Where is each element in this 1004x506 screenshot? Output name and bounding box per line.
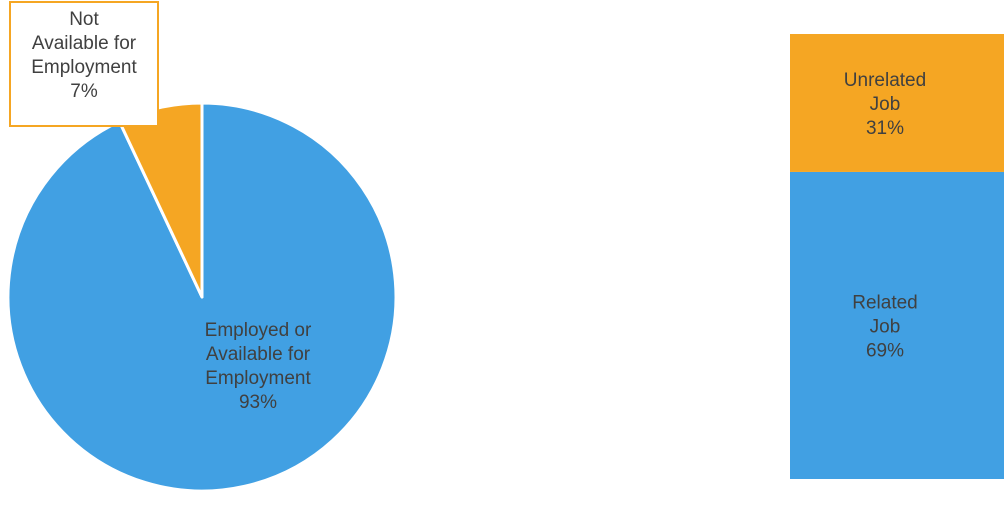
- callout-box: [9, 1, 159, 127]
- pie-label-not-available-line: Not: [69, 9, 99, 30]
- bar-label-unrelated-job-line: 31%: [866, 118, 904, 139]
- bar-label-related-job: Related Job 69%: [852, 292, 918, 361]
- bar-label-unrelated-job-line: Job: [870, 94, 901, 115]
- pie-label-not-available: Not Available for Employment 7%: [31, 9, 137, 102]
- pie-labels: Employed or Available for Employment 93% Not…: [9, 1, 312, 413]
- bar-segment-related-job: [790, 171, 1004, 479]
- bar-label-related-job-line: 69%: [866, 340, 904, 361]
- pie-label-not-available-line: 7%: [70, 81, 98, 102]
- pie-label-not-available-line: Available for: [32, 33, 137, 54]
- pie-label-employed-line: Employed or: [205, 320, 312, 341]
- pie-label-employed-line: Employment: [205, 368, 311, 389]
- pie-label-employed-line: Available for: [206, 344, 311, 365]
- bar-label-unrelated-job-line: Unrelated: [844, 70, 926, 91]
- bar-label-related-job-line: Job: [870, 316, 901, 337]
- bar-label-unrelated-job: Unrelated Job 31%: [844, 70, 926, 139]
- bar-labels: Related Job 69% Unrelated Job 31%: [844, 70, 926, 362]
- bar-segments: [790, 34, 1004, 479]
- pie-callout-not-available: Not Available for Employment 7%: [9, 1, 159, 127]
- bar-label-related-job-line: Related: [852, 292, 918, 313]
- stacked-bar-chart: Related Job 69% Unrelated Job 31%: [790, 34, 1004, 479]
- pie-chart: Employed or Available for Employment 93% Not…: [6, 1, 398, 493]
- pie-label-not-available-line: Employment: [31, 57, 137, 78]
- pie-label-employed: Employed or Available for Employment 93%: [205, 320, 312, 413]
- bar-segment-unrelated-job: [790, 34, 1004, 172]
- pie-label-employed-line: 93%: [239, 392, 277, 413]
- pie-slices: [6, 101, 398, 493]
